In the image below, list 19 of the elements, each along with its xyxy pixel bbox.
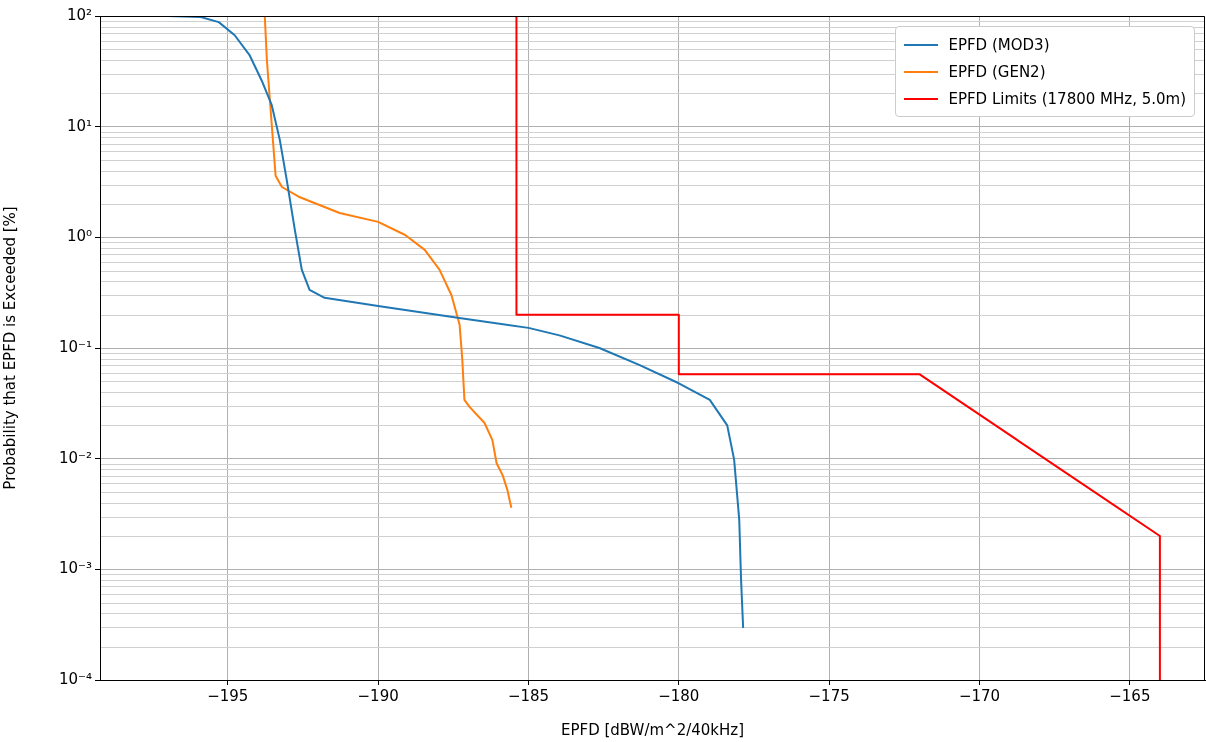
y-tick-label: 10⁻¹ — [58, 337, 92, 356]
x-tick-label: −195 — [207, 686, 249, 705]
legend-label: EPFD (GEN2) — [948, 62, 1046, 81]
x-tick-label: −170 — [958, 686, 1001, 705]
x-tick-label: −175 — [808, 686, 850, 705]
legend-label: EPFD (MOD3) — [948, 35, 1050, 54]
y-tick-label: 10² — [66, 5, 92, 24]
x-axis-title: EPFD [dBW/m^2/40kHz] — [560, 720, 745, 739]
y-tick-label: 10⁻² — [58, 448, 92, 467]
x-tick-label: −185 — [507, 686, 550, 705]
y-tick-label: 10⁰ — [66, 227, 92, 246]
y-tick-label: 10⁻³ — [58, 559, 92, 578]
y-tick-label: 10¹ — [66, 116, 92, 135]
x-tick-label: −165 — [1109, 686, 1151, 705]
y-tick-label: 10⁻⁴ — [58, 669, 92, 688]
x-tick-label: −180 — [658, 686, 700, 705]
legend-label: EPFD Limits (17800 MHz, 5.0m) — [948, 89, 1186, 108]
x-tick-label: −190 — [357, 686, 399, 705]
y-axis-title: Probability that EPFD is Exceeded [%] — [0, 206, 19, 490]
